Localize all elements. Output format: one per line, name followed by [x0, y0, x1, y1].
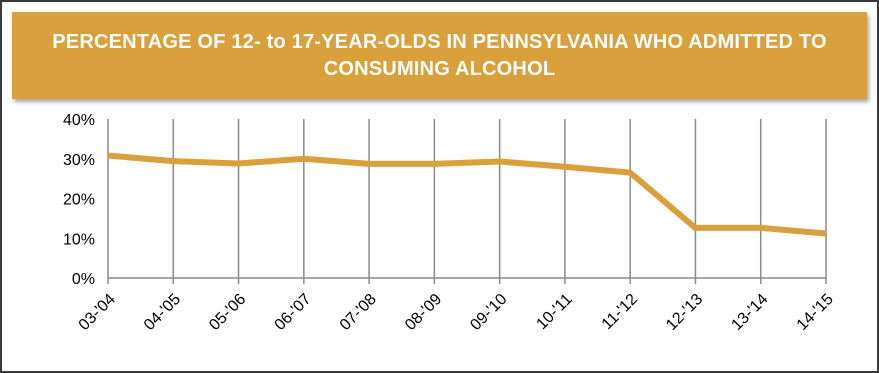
x-tick-label: 04-'05 [141, 291, 184, 334]
series-line [107, 152, 827, 237]
x-tick-label: 10-'11 [533, 291, 575, 333]
x-tick-label: 08-'09 [402, 291, 445, 334]
x-tick-label: 07-'08 [337, 291, 380, 334]
y-tick-label: 20% [63, 192, 95, 209]
x-tick-label: 06-'07 [272, 291, 315, 334]
x-tick-label: 03-'04 [76, 291, 119, 334]
y-tick-label: 30% [63, 152, 95, 169]
y-tick-label: 10% [63, 231, 95, 248]
title-banner: PERCENTAGE OF 12- to 17-YEAR-OLDS IN PEN… [12, 12, 867, 99]
x-tick-label: 05-'06 [206, 291, 249, 334]
chart-title: PERCENTAGE OF 12- to 17-YEAR-OLDS IN PEN… [52, 30, 827, 80]
y-tick-label: 40% [63, 112, 95, 129]
y-tick-label: 0% [72, 271, 95, 288]
x-tick-label: 09-'10 [467, 291, 510, 334]
x-tick-label: 12-'13 [663, 291, 706, 334]
x-tick-label: 14-'15 [794, 291, 837, 334]
x-tick-label: 13-'14 [728, 291, 771, 334]
x-tick-label: 11-'12 [599, 291, 641, 333]
